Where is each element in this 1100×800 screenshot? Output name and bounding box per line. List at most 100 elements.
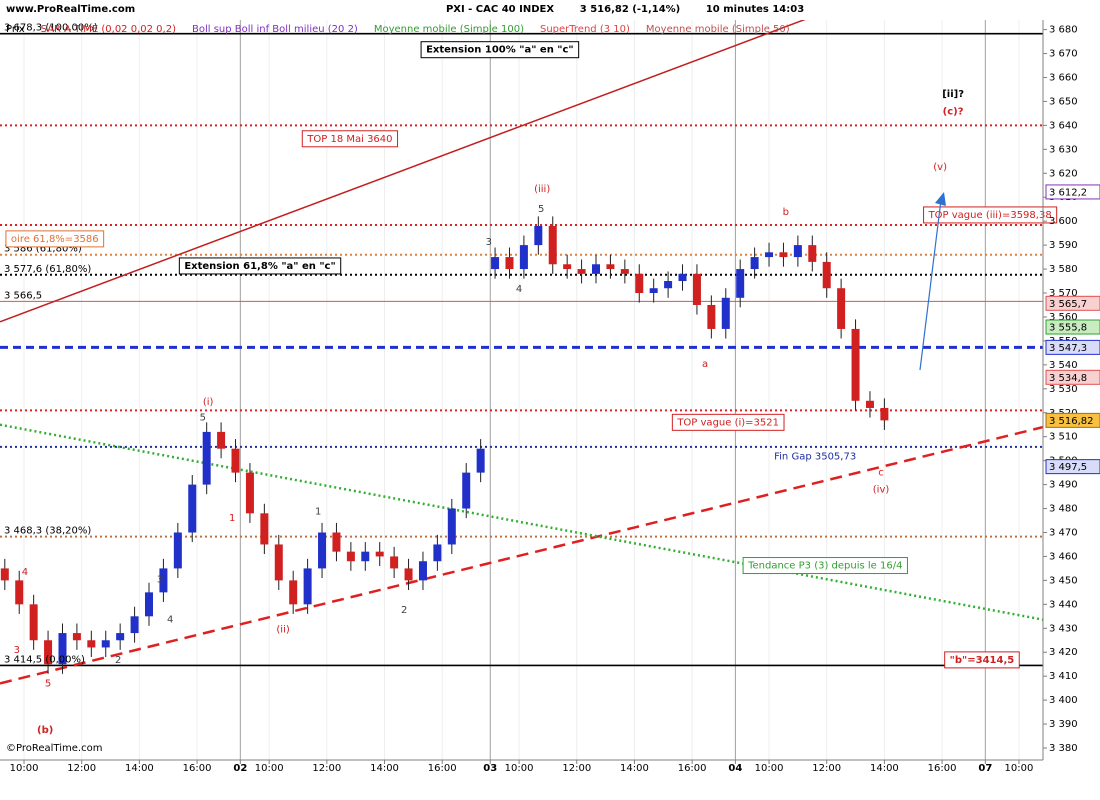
candle-body: [202, 431, 211, 485]
wave-label: [ii]?: [942, 89, 964, 100]
annotation-box-text: TOP 18 Mai 3640: [306, 134, 392, 145]
level-label: 3 414,5 (0,00%): [4, 654, 85, 665]
y-tick-label: 3 420: [1049, 647, 1078, 658]
candle-body: [491, 257, 500, 270]
price-box: [1045, 412, 1100, 428]
annotation-box: [671, 413, 785, 431]
candle-body: [808, 245, 817, 262]
price-box-label: 3 612,2: [1049, 187, 1087, 198]
price-box: [1045, 319, 1100, 335]
wave-label: b: [783, 207, 789, 218]
wave-label: 4: [167, 615, 173, 626]
wave-label: 3: [486, 237, 492, 248]
candle-body: [72, 633, 81, 641]
legend-entry: Boll sup Boll inf Boll milieu (20 2): [192, 24, 358, 35]
y-tick-label: 3 590: [1049, 240, 1078, 251]
x-tick-label: 12:00: [562, 763, 591, 774]
arrow-head: [935, 192, 946, 206]
y-tick-label: 3 570: [1049, 288, 1078, 299]
candle-body: [750, 257, 759, 270]
level-label: 3 468,3 (38,20%): [4, 526, 91, 537]
candle-body: [159, 568, 168, 593]
price-box: [1045, 459, 1100, 475]
y-tick-label: 3 600: [1049, 216, 1078, 227]
candle-body: [87, 640, 96, 648]
candle-body: [433, 544, 442, 562]
x-tick-label: 10:00: [505, 763, 534, 774]
x-tick-label: 16:00: [678, 763, 707, 774]
candle-body: [145, 592, 153, 617]
candle-body: [692, 273, 701, 305]
candle-body: [0, 568, 9, 581]
candle-body: [274, 544, 283, 581]
candle-body: [418, 561, 427, 581]
candle-body: [548, 225, 557, 265]
annotation-box-text: oire 61,8%=3586: [11, 234, 99, 245]
x-tick-label: 16:00: [183, 763, 212, 774]
annotation-box: [923, 206, 1058, 224]
y-tick-label: 3 450: [1049, 575, 1078, 586]
y-tick-label: 3 430: [1049, 623, 1078, 634]
candle-body: [173, 532, 182, 569]
candle-body: [361, 551, 370, 562]
legend-entry: Prix: [6, 24, 25, 35]
level-label: 3 577,6 (61,80%): [4, 264, 91, 275]
legend-entry: SuperTrend (3 10): [540, 24, 630, 35]
candle-body: [29, 604, 38, 641]
legend-entry: Moyenne mobile (Simple 100): [374, 24, 524, 35]
candle-body: [678, 273, 687, 282]
trendline: [0, 20, 806, 323]
x-tick-label: 03: [483, 763, 497, 774]
annotation-box-text: Tendance P3 (3) depuis le 16/4: [747, 561, 902, 572]
title: PXI - CAC 40 INDEX: [446, 4, 554, 15]
y-tick-label: 3 510: [1049, 432, 1078, 443]
wave-label: Fin Gap 3505,73: [774, 451, 856, 462]
wave-label: 5: [538, 204, 544, 215]
candle-body: [116, 633, 125, 641]
x-tick-label: 12:00: [312, 763, 341, 774]
y-tick-label: 3 410: [1049, 671, 1078, 682]
candle-body: [375, 551, 384, 557]
candle-body: [260, 513, 269, 545]
wave-label: 5: [200, 413, 206, 424]
site: www.ProRealTime.com: [6, 4, 135, 15]
wave-label: a: [702, 359, 708, 370]
price-box-label: 3 497,5: [1049, 462, 1087, 473]
candle-body: [346, 551, 355, 562]
wave-label: (iv): [873, 485, 890, 496]
y-tick-label: 3 440: [1049, 599, 1078, 610]
x-tick-label: 12:00: [67, 763, 96, 774]
candle-body: [606, 264, 615, 270]
legend-entry: SAR A TIME (0,02 0,02 0,2): [41, 24, 176, 35]
candle-body: [462, 472, 471, 509]
price-box-label: 3 555,8: [1049, 323, 1087, 334]
candle-body: [318, 532, 327, 569]
candle-body: [390, 556, 399, 569]
candle-body: [721, 297, 730, 329]
y-tick-label: 3 540: [1049, 360, 1078, 371]
x-tick-label: 10:00: [1005, 763, 1034, 774]
candle-body: [58, 633, 67, 665]
period: 10 minutes 14:03: [706, 4, 804, 15]
candle-body: [534, 225, 543, 246]
wave-label: c: [878, 468, 884, 479]
annotation-box-text: "b"=3414,5: [950, 655, 1015, 666]
wave-label: (ii): [276, 625, 289, 636]
x-tick-label: 14:00: [125, 763, 154, 774]
x-tick-label: 14:00: [870, 763, 899, 774]
candle-body: [519, 245, 528, 270]
candle-body: [649, 288, 658, 294]
x-tick-label: 04: [728, 763, 742, 774]
price-box: [1045, 369, 1100, 385]
candle-body: [635, 273, 644, 294]
level-label: 3 586 (61,80%): [4, 244, 82, 255]
candle-body: [837, 288, 846, 329]
candle-body: [779, 252, 788, 258]
price-box-label: 3 547,3: [1049, 343, 1087, 354]
y-tick-label: 3 480: [1049, 504, 1078, 515]
annotation-box-text: Extension 61,8% "a" en "c": [184, 261, 335, 272]
annotation-box-text: TOP vague (iii)=3598,38: [928, 210, 1052, 221]
y-tick-label: 3 630: [1049, 144, 1078, 155]
